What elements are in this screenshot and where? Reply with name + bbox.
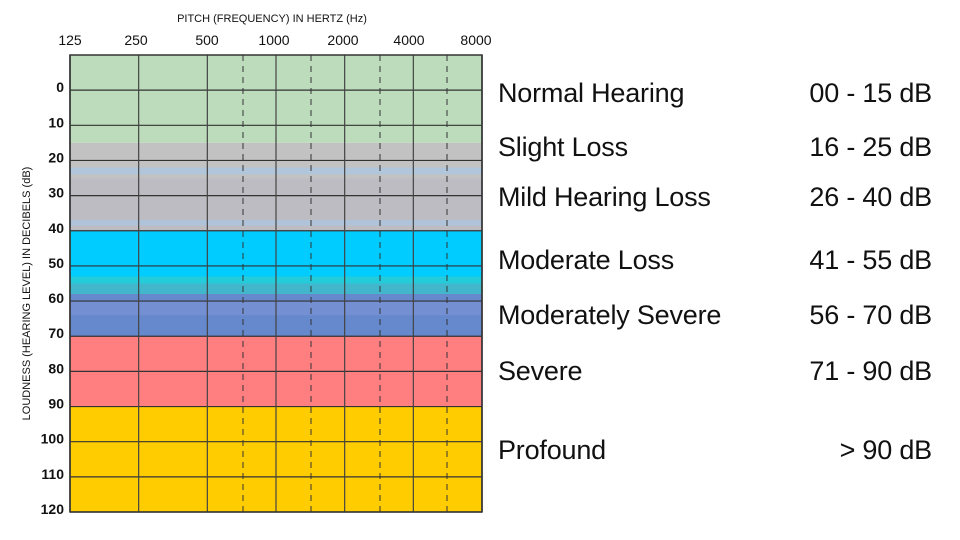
audiogram-chart: PITCH (FREQUENCY) IN HERTZ (Hz)125 250 500… [21,13,492,517]
y-tick-label-110: 110 [41,466,64,482]
legend-range: 26 - 40 dB [809,181,932,212]
x-tick-label-125: 125 [58,32,82,48]
y-tick-label-60: 60 [48,290,64,306]
legend-row-mild-hearing-loss: Mild Hearing Loss 26 - 40 dB [498,177,932,217]
legend-row-normal-hearing: Normal Hearing 00 - 15 dB [498,73,932,113]
legend-label: Severe [498,355,583,386]
severity-legend: Normal Hearing 00 - 15 dB Slight Loss 16 - … [498,0,938,540]
x-tick-label-8000: 8000 [460,32,491,48]
legend-label: Mild Hearing Loss [498,181,711,212]
legend-label: Slight Loss [498,131,628,162]
y-tick-label-0: 0 [56,79,64,95]
legend-range: > 90 dB [839,434,933,465]
y-tick-label-120: 120 [41,501,65,517]
y-tick-label-30: 30 [48,185,64,201]
legend-row-slight-loss: Slight Loss 16 - 25 dB [498,127,932,167]
y-tick-label-20: 20 [48,149,64,165]
legend-range: 00 - 15 dB [809,77,932,108]
y-tick-label-10: 10 [48,114,64,130]
legend-label: Profound [498,434,606,465]
chart-grid [69,54,483,513]
y-tick-label-80: 80 [48,360,64,376]
legend-row-moderate-loss: Moderate Loss 41 - 55 dB [498,240,932,280]
y-tick-label-100: 100 [41,431,65,447]
legend-label: Moderate Loss [498,244,674,275]
y-tick-label-70: 70 [48,325,64,341]
y-axis-title: LOUDNESS (HEARING LEVEL) IN DECIBELS (dB… [21,167,33,421]
y-tick-label-90: 90 [48,396,64,412]
legend-row-moderately-severe: Moderately Severe 56 - 70 dB [498,295,932,335]
legend-row-severe: Severe 71 - 90 dB [498,351,932,391]
x-tick-label-250: 250 [124,32,148,48]
legend-range: 56 - 70 dB [809,299,932,330]
x-tick-label-500: 500 [195,32,219,48]
legend-label: Normal Hearing [498,77,685,108]
x-tick-label-1000: 1000 [258,32,289,48]
legend-label: Moderately Severe [498,299,722,330]
legend-range: 71 - 90 dB [809,355,932,386]
legend-range: 16 - 25 dB [809,131,932,162]
legend-row-profound: Profound > 90 dB [498,430,932,470]
x-tick-label-2000: 2000 [327,32,358,48]
plot-frame [69,54,483,513]
legend-range: 41 - 55 dB [809,244,932,275]
y-tick-label-50: 50 [48,255,64,271]
axis-labels: PITCH (FREQUENCY) IN HERTZ (Hz)125 250 500… [21,13,492,517]
x-tick-label-4000: 4000 [393,32,424,48]
y-tick-label-40: 40 [48,220,64,236]
x-axis-title: PITCH (FREQUENCY) IN HERTZ (Hz) [177,13,367,25]
